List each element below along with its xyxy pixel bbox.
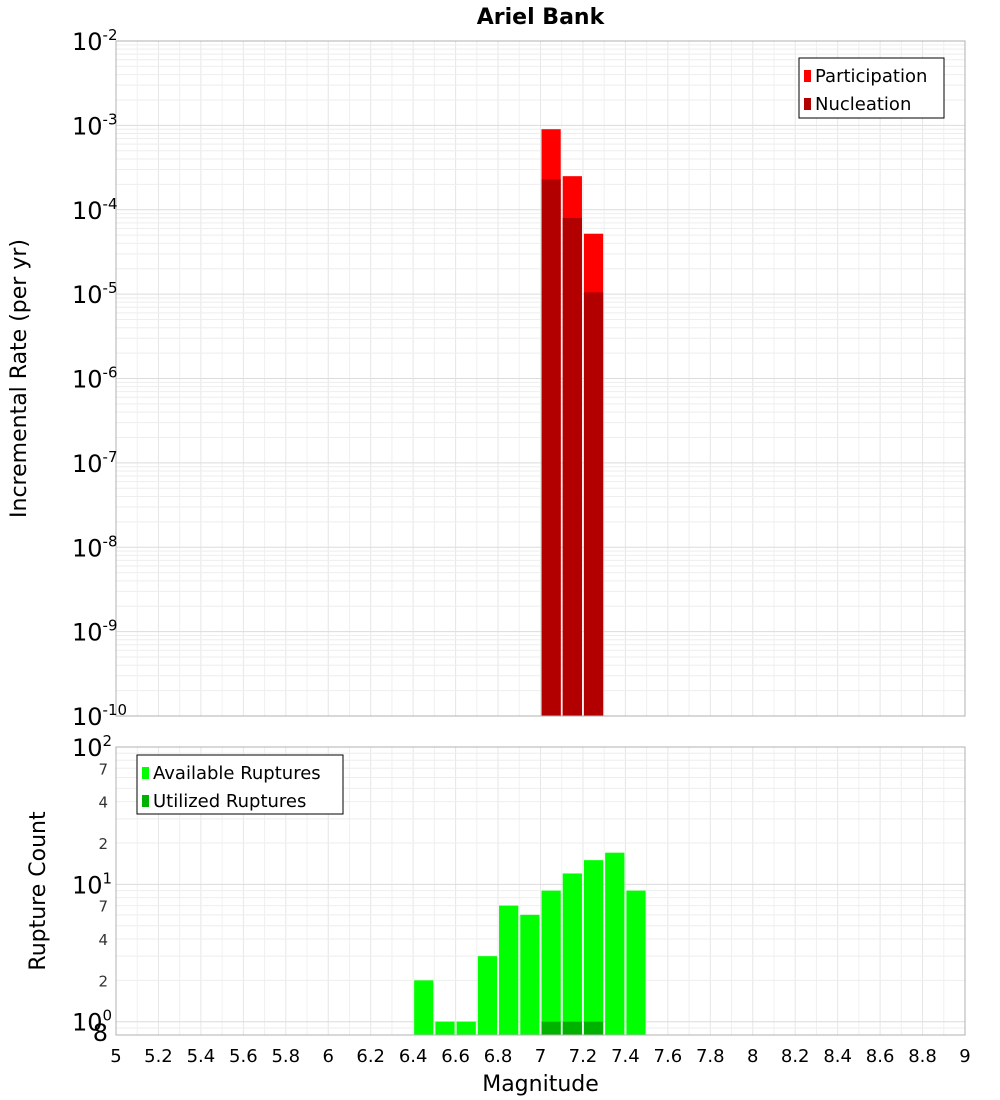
x-tick-label: 7.2	[569, 1046, 598, 1067]
rate-plot: Ariel Bank 10-10 10-9 10-8 10-7 10-6 10-5 10-4 1…	[7, 5, 966, 731]
count-bar-utilized-ruptures	[541, 1021, 561, 1035]
rate-y-tick-label: 10-4	[72, 195, 118, 225]
x-tick-label: 6.8	[484, 1046, 513, 1067]
x-tick-label: 5.8	[271, 1046, 300, 1067]
count-bar-available-ruptures	[414, 980, 434, 1035]
count-legend-label: Available Ruptures	[153, 763, 321, 784]
chart-title: Ariel Bank	[477, 5, 606, 30]
rate-y-tick-label: 10-6	[72, 364, 118, 394]
rate-y-axis-label: Incremental Rate (per yr)	[7, 239, 32, 518]
rate-y-tick-label: 10-9	[72, 617, 118, 647]
rate-y-tick-label: 10-2	[72, 26, 118, 56]
rate-bar-nucleation	[562, 217, 582, 716]
count-bar-available-ruptures	[520, 914, 540, 1035]
x-tick-label: 5.2	[144, 1046, 173, 1067]
x-axis-label: Magnitude	[482, 1072, 599, 1097]
rupture-count-plot: 100 101 102 8 2 4 7 2 4 7 Rupture Count 5 5.2 5.4 5.6 5…	[26, 732, 971, 1097]
rate-plot-frame	[115, 40, 966, 717]
rate-y-tick-label: 10-8	[72, 532, 118, 562]
x-tick-label: 7.8	[696, 1046, 725, 1067]
count-bar-utilized-ruptures	[583, 1021, 604, 1035]
rate-legend-label: Nucleation	[815, 94, 911, 115]
count-bar-available-ruptures	[499, 905, 519, 1035]
count-y-minor-tick-label: 2	[98, 835, 108, 853]
count-y-minor-tick-label: 4	[98, 931, 108, 949]
x-tick-label: 6.4	[399, 1046, 428, 1067]
count-bar-available-ruptures	[605, 852, 625, 1035]
rate-legend-swatch	[804, 98, 811, 110]
rate-bar-nucleation	[583, 292, 604, 716]
count-bar-available-ruptures	[583, 860, 604, 1035]
rate-bar-nucleation	[541, 179, 561, 716]
x-tick-label: 7	[535, 1046, 546, 1067]
count-legend-swatch	[142, 795, 149, 807]
x-tick-label: 6.6	[441, 1046, 470, 1067]
x-tick-label: 6.2	[356, 1046, 385, 1067]
count-bar-available-ruptures	[562, 873, 582, 1035]
rate-y-tick-label: 10-5	[72, 279, 118, 309]
x-tick-label: 5.4	[187, 1046, 216, 1067]
count-y-major-tick-label: 101	[72, 869, 112, 899]
count-bar-available-ruptures	[456, 1021, 476, 1035]
rate-legend-box	[798, 57, 945, 119]
count-y-minor-tick-label: 8	[93, 1019, 108, 1047]
rate-y-tick-label: 10-7	[72, 448, 118, 478]
count-plot-frame	[115, 746, 966, 1036]
count-y-major-tick-label: 100	[72, 1007, 112, 1037]
count-y-minor-tick-label: 2	[98, 972, 108, 990]
count-bar-available-ruptures	[477, 956, 498, 1035]
x-tick-label: 7.6	[654, 1046, 683, 1067]
count-legend-box	[136, 754, 344, 815]
count-bar-available-ruptures	[541, 890, 561, 1035]
count-y-minor-tick-label: 7	[98, 898, 108, 916]
count-y-minor-tick-label: 4	[98, 794, 108, 812]
x-tick-label: 5	[110, 1046, 121, 1067]
count-y-minor-tick-label: 7	[98, 760, 108, 778]
x-tick-label: 9	[959, 1046, 970, 1067]
x-tick-label: 8	[747, 1046, 758, 1067]
count-legend-swatch	[142, 767, 149, 779]
count-bar-available-ruptures	[435, 1021, 455, 1035]
x-tick-label: 7.4	[611, 1046, 640, 1067]
rate-legend-swatch	[804, 70, 811, 82]
x-tick-label: 8.2	[781, 1046, 810, 1067]
x-tick-label: 6	[323, 1046, 334, 1067]
count-y-major-tick-label: 102	[72, 732, 112, 762]
count-legend-label: Utilized Ruptures	[153, 791, 306, 812]
x-tick-label: 8.4	[823, 1046, 852, 1067]
x-tick-label: 8.8	[908, 1046, 937, 1067]
count-bar-utilized-ruptures	[562, 1021, 582, 1035]
x-tick-label: 5.6	[229, 1046, 258, 1067]
count-y-axis-label: Rupture Count	[26, 811, 51, 971]
rate-y-tick-label: 10-10	[72, 701, 127, 731]
x-tick-label: 8.6	[866, 1046, 895, 1067]
rate-legend-label: Participation	[815, 66, 927, 87]
rate-y-tick-label: 10-3	[72, 110, 118, 140]
count-bar-available-ruptures	[626, 890, 646, 1035]
